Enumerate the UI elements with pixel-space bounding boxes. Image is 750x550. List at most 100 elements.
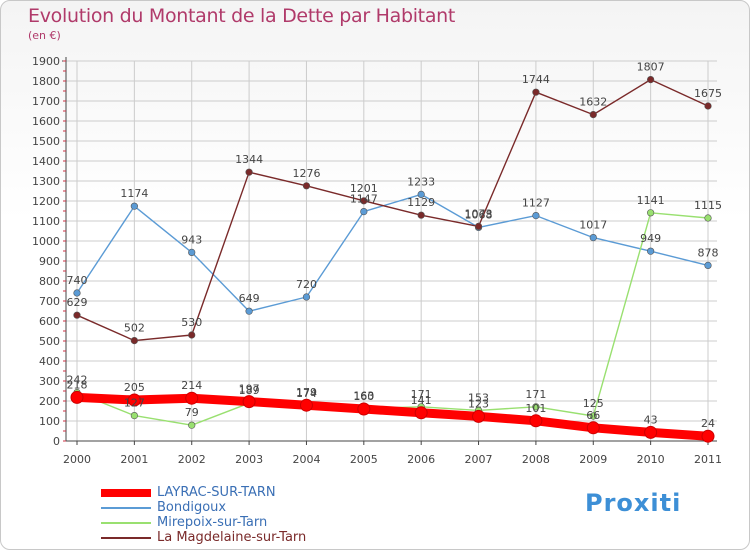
data-label: 66 [586,409,600,422]
legend-item: La Magdelaine-sur-Tarn [101,530,401,545]
chart-unit-label: (en €) [28,29,61,42]
legend-item: LAYRAC-SUR-TARN [101,485,401,500]
data-point [532,212,540,220]
data-label: 1174 [120,187,148,200]
data-label: 101 [525,402,546,415]
logo-text: Proxiti [585,489,682,517]
data-point [245,168,253,176]
data-label-layer: 218 205 214 197 179 160 141 123 101 66 43 24 740 1174… [67,61,723,431]
data-label: 197 [239,383,260,396]
data-point [127,393,141,407]
data-label: 123 [468,397,489,410]
data-label: 1017 [579,219,607,232]
data-point [70,390,84,404]
series-layer [70,75,715,443]
data-point [417,190,425,198]
data-point [589,110,597,119]
data-point [589,412,597,420]
data-point [185,391,199,405]
legend-swatch [101,537,151,539]
data-point [417,211,425,219]
data-label: 189 [239,384,260,397]
series-line-2 [76,212,709,426]
data-label: 79 [185,406,199,419]
y-tick-label: 1600 [32,115,60,128]
data-label: 171 [411,388,432,401]
data-label: 740 [67,274,88,287]
data-label: 1344 [235,153,263,166]
data-label: 1141 [637,194,665,207]
x-tick-label: 2001 [120,453,148,466]
legend-item: Mirepoix-sur-Tarn [101,515,401,530]
data-label: 649 [239,292,260,305]
data-point [701,429,715,443]
x-tick-label: 2006 [407,453,435,466]
data-point [647,247,655,255]
legend-swatch [101,489,151,497]
data-point [245,307,253,315]
data-label: 629 [67,296,88,309]
y-tick-label: 0 [53,435,60,448]
y-tick-label: 1900 [32,55,60,68]
data-label: 242 [67,374,88,387]
data-point [529,414,543,428]
data-point [130,337,138,345]
legend-label: La Magdelaine-sur-Tarn [157,530,307,545]
data-point [647,75,655,84]
x-tick-label: 2000 [63,453,91,466]
series-line-0 [72,392,713,441]
data-label: 502 [124,322,145,335]
x-tick-label: 2008 [522,453,550,466]
data-label: 174 [296,387,317,400]
data-label: 1068 [465,208,493,221]
y-tick-label: 900 [39,255,60,268]
data-point [472,409,486,423]
data-label: 141 [411,394,432,407]
data-point [357,402,371,416]
y-tick-label: 700 [39,295,60,308]
data-label: 1675 [694,87,722,100]
data-label: 1127 [522,197,550,210]
data-label: 878 [698,246,719,259]
y-tick-label: 800 [39,275,60,288]
legend-label: Mirepoix-sur-Tarn [157,515,268,530]
data-label: 943 [181,233,202,246]
data-point [188,248,196,256]
data-point [302,293,311,301]
data-point [704,102,712,110]
legend-item: Bondigoux [101,500,401,515]
data-label: 1073 [465,207,493,220]
data-point [360,197,368,205]
data-label: 1201 [350,182,378,195]
y-tick-label: 600 [39,315,60,328]
data-label: 1744 [522,73,550,86]
y-tick-label: 1500 [32,135,60,148]
data-point [299,398,313,412]
data-label: 153 [468,391,489,404]
grid-layer [66,60,717,442]
y-tick-label: 1200 [32,195,60,208]
data-point [532,403,540,411]
x-tick-label: 2007 [465,453,493,466]
data-label: 1276 [292,167,320,180]
axis-layer: 0 100 200 300 400 500 600 700 800 900 1000 1100 1200… [32,55,722,466]
y-tick-label: 500 [39,335,60,348]
y-tick-label: 1000 [32,235,60,248]
x-tick-label: 2011 [694,453,722,466]
legend-label: Bondigoux [157,500,227,515]
data-label: 43 [644,413,658,426]
y-tick-label: 1800 [32,75,60,88]
data-point [302,182,311,190]
data-point [704,261,712,270]
data-point [644,425,658,439]
data-label: 179 [296,386,317,399]
data-point [474,222,483,230]
data-label: 160 [353,390,374,403]
data-label: 530 [181,316,202,329]
data-point [532,88,540,96]
data-point [704,214,712,222]
data-label: 24 [701,417,715,430]
data-point [188,421,196,429]
